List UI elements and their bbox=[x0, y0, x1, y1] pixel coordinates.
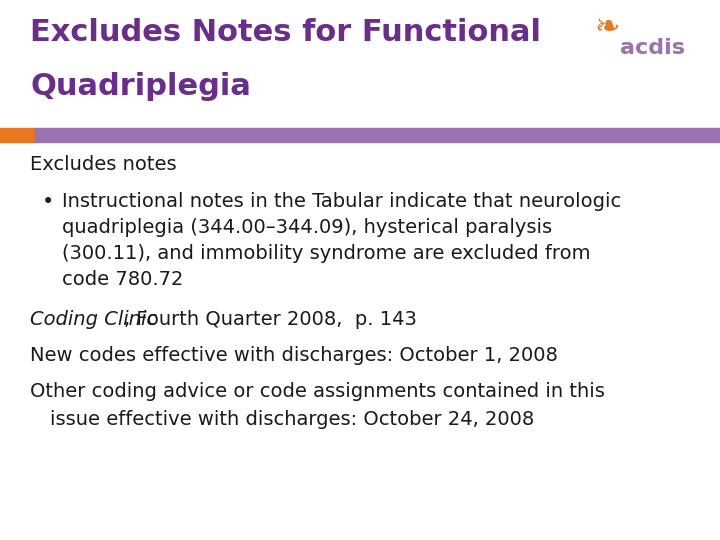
Text: , Fourth Quarter 2008,  p. 143: , Fourth Quarter 2008, p. 143 bbox=[124, 310, 416, 329]
Text: acdis: acdis bbox=[620, 38, 685, 58]
Text: •: • bbox=[42, 192, 54, 212]
Text: Instructional notes in the Tabular indicate that neurologic: Instructional notes in the Tabular indic… bbox=[62, 192, 621, 211]
Text: Quadriplegia: Quadriplegia bbox=[30, 72, 251, 101]
Text: quadriplegia (344.00–344.09), hysterical paralysis: quadriplegia (344.00–344.09), hysterical… bbox=[62, 218, 552, 237]
Text: New codes effective with discharges: October 1, 2008: New codes effective with discharges: Oct… bbox=[30, 346, 558, 365]
Text: ❧: ❧ bbox=[595, 13, 621, 42]
Text: Excludes Notes for Functional: Excludes Notes for Functional bbox=[30, 18, 541, 47]
Text: (300.11), and immobility syndrome are excluded from: (300.11), and immobility syndrome are ex… bbox=[62, 244, 590, 263]
Text: issue effective with discharges: October 24, 2008: issue effective with discharges: October… bbox=[50, 410, 534, 429]
Text: Excludes notes: Excludes notes bbox=[30, 155, 176, 174]
Text: Coding Clinic: Coding Clinic bbox=[30, 310, 157, 329]
Bar bbox=[35, 128, 720, 142]
Bar bbox=[0, 128, 35, 142]
Text: code 780.72: code 780.72 bbox=[62, 270, 184, 289]
Text: Other coding advice or code assignments contained in this: Other coding advice or code assignments … bbox=[30, 382, 605, 401]
